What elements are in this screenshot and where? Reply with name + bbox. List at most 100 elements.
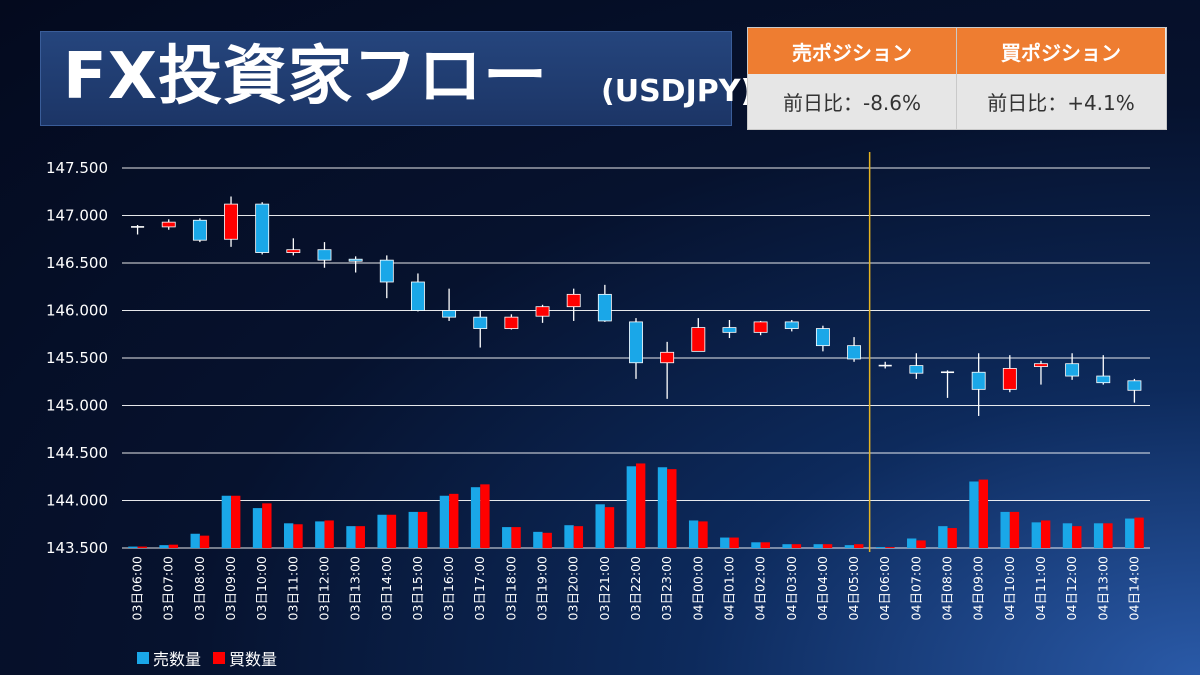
y-tick-label: 143.500 — [46, 539, 108, 557]
volume-bar-sell — [782, 544, 792, 548]
volume-bar-sell — [1125, 518, 1135, 548]
legend-swatch-buy — [213, 652, 226, 664]
x-tick-label: 04日14:00 — [1126, 556, 1141, 620]
y-tick-label: 147.000 — [46, 207, 108, 225]
buy-position-header: 買ポジション — [957, 28, 1165, 74]
x-tick-label: 04日05:00 — [846, 556, 861, 620]
candle-body — [192, 219, 207, 241]
candle-body — [410, 281, 425, 311]
title-banner: FX投資家フロー (USDJPY) — [40, 31, 754, 126]
volume-bar-sell — [533, 531, 543, 548]
x-tick-label: 04日09:00 — [971, 556, 986, 620]
volume-bar-buy — [542, 532, 552, 548]
x-tick-label: 03日23:00 — [659, 556, 674, 620]
candle-body — [473, 316, 488, 329]
legend-label-sell: 売数量 — [153, 650, 202, 669]
x-tick-label: 03日06:00 — [130, 556, 145, 620]
volume-bar-sell — [844, 545, 855, 548]
x-tick-label: 03日14:00 — [379, 556, 394, 620]
page-subtitle: (USDJPY) — [601, 74, 755, 109]
candle-body — [753, 321, 768, 333]
volume-bar-buy — [449, 493, 459, 548]
volume-bar-sell — [470, 487, 481, 548]
volume-bar-buy — [573, 526, 584, 548]
buy-position-change: 前日比：+4.1% — [957, 74, 1165, 129]
candle-body — [224, 203, 238, 240]
volume-bar-buy — [137, 546, 147, 548]
y-tick-label: 146.500 — [46, 254, 108, 272]
candle-body — [597, 293, 612, 322]
page-title: FX投資家フロー — [63, 40, 549, 114]
position-change-table: 売ポジション 買ポジション 前日比：-8.6% 前日比：+4.1% — [747, 27, 1167, 130]
volume-bar-buy — [355, 526, 365, 548]
volume-bar-sell — [564, 525, 574, 548]
x-tick-label: 04日04:00 — [815, 556, 830, 620]
candle-body — [1096, 375, 1111, 384]
x-tick-label: 04日03:00 — [784, 556, 799, 620]
volume-bar-sell — [128, 546, 138, 548]
volume-bar-sell — [315, 521, 325, 548]
volume-bar-buy — [822, 544, 833, 548]
volume-bar-buy — [885, 547, 895, 548]
x-tick-label: 03日12:00 — [316, 556, 331, 620]
volume-bar-buy — [729, 537, 739, 548]
volume-bar-sell — [502, 527, 512, 548]
volume-bar-sell — [1000, 511, 1010, 548]
x-tick-label: 03日11:00 — [285, 556, 300, 620]
volume-bar-buy — [1009, 511, 1020, 548]
volume-bar-buy — [667, 469, 677, 548]
volume-bar-buy — [511, 527, 521, 548]
volume-bar-buy — [324, 520, 334, 548]
candle-body — [286, 249, 301, 253]
volume-bar-sell — [751, 542, 761, 548]
volume-bar-buy — [417, 511, 428, 548]
volume-bar-buy — [1103, 523, 1113, 548]
volume-bar-sell — [875, 547, 886, 548]
x-tick-label: 04日00:00 — [690, 556, 705, 620]
volume-bar-sell — [720, 537, 730, 548]
table-divider — [956, 28, 957, 129]
legend-label-buy: 買数量 — [229, 650, 278, 669]
x-tick-label: 03日15:00 — [410, 556, 425, 620]
volume-bar-sell — [221, 495, 232, 548]
volume-bar-buy — [480, 484, 490, 548]
volume-bar-buy — [760, 542, 770, 548]
candle-body — [847, 345, 862, 360]
candle-body — [442, 310, 457, 318]
volume-bar-buy — [916, 540, 926, 548]
x-tick-label: 03日10:00 — [254, 556, 269, 620]
volume-bar-sell — [1031, 522, 1041, 548]
candle-body — [909, 365, 924, 374]
x-tick-label: 03日21:00 — [597, 556, 612, 620]
candle-body — [1127, 380, 1142, 391]
volume-bar-buy — [854, 544, 864, 548]
volume-bar-sell — [377, 514, 387, 548]
x-tick-label: 04日01:00 — [721, 556, 736, 620]
volume-bar-sell — [159, 545, 169, 548]
x-tick-label: 03日09:00 — [223, 556, 238, 620]
volume-bar-buy — [791, 544, 802, 548]
volume-bar-buy — [1134, 517, 1144, 548]
candle-body — [379, 259, 394, 283]
volume-bar-buy — [293, 524, 303, 548]
volume-bar-buy — [168, 544, 179, 548]
volume-bar-sell — [439, 495, 450, 548]
volume-bar-buy — [1040, 520, 1051, 548]
volume-bar-sell — [969, 481, 979, 548]
candle-body — [535, 306, 550, 317]
volume-bar-sell — [688, 520, 699, 548]
x-tick-label: 04日07:00 — [908, 556, 923, 620]
candles-layer — [131, 196, 1142, 416]
x-tick-label: 04日06:00 — [877, 556, 892, 620]
x-tick-label: 03日20:00 — [566, 556, 581, 620]
candle-body — [566, 293, 581, 308]
volume-bar-sell — [907, 538, 917, 548]
volume-bar-buy — [604, 507, 615, 548]
y-tick-label: 145.500 — [46, 349, 108, 367]
volume-bar-sell — [283, 523, 294, 548]
x-tick-label: 04日08:00 — [940, 556, 955, 620]
volume-bar-sell — [346, 526, 356, 548]
tick-labels-layer: 147.500 147.000 146.500 146.000 145.500 145.0… — [46, 159, 1141, 620]
x-tick-label: 03日07:00 — [161, 556, 176, 620]
